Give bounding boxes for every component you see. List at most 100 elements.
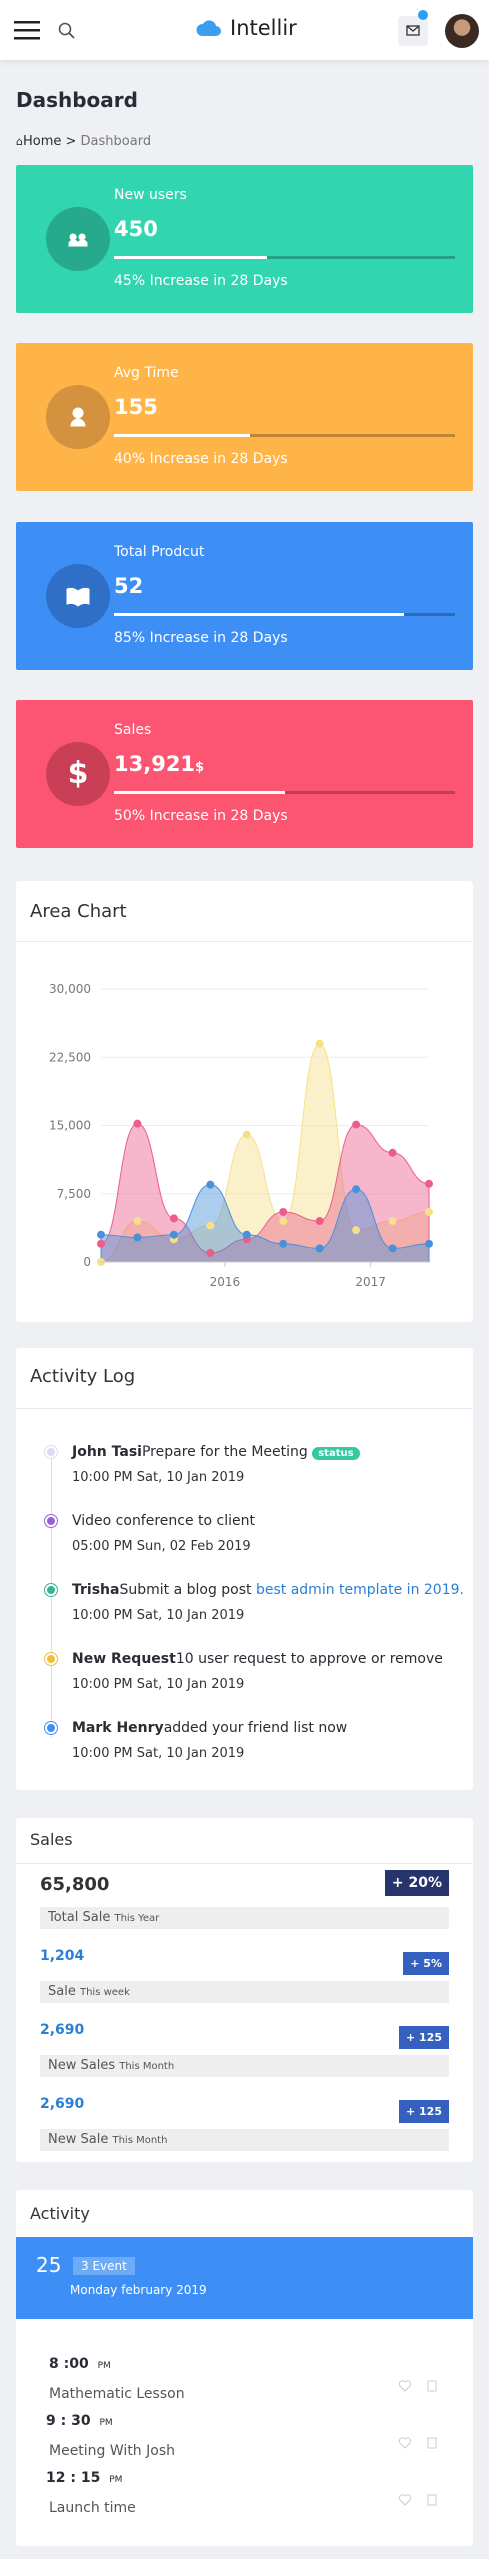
point xyxy=(315,1217,324,1226)
period: PM xyxy=(97,2361,111,2371)
point xyxy=(242,1130,251,1139)
value: 155 xyxy=(114,395,158,419)
logo: Intellir xyxy=(230,16,297,40)
time: 12 : 15 xyxy=(46,2470,101,2486)
progress-bar xyxy=(114,791,455,794)
timeline-dot xyxy=(45,1653,57,1665)
x-tick-label: 2017 xyxy=(355,1275,386,1289)
divider xyxy=(16,1863,473,1864)
point xyxy=(388,1148,397,1157)
log-link[interactable]: best admin template in 2019. xyxy=(255,1582,464,1598)
panel-title: Area Chart xyxy=(30,901,127,922)
period: PM xyxy=(99,2418,113,2428)
point xyxy=(388,1217,397,1226)
search-icon[interactable] xyxy=(58,22,76,40)
card-label: New users xyxy=(114,187,187,203)
y-tick-label: 7,500 xyxy=(57,1187,91,1201)
card-icon xyxy=(46,207,110,271)
label: New Sales xyxy=(48,2058,116,2073)
date: Monday february 2019 xyxy=(70,2283,207,2297)
log-name: New Request xyxy=(72,1651,176,1667)
progress-fill xyxy=(114,434,251,437)
y-tick-label: 22,500 xyxy=(49,1050,91,1064)
point xyxy=(315,1244,324,1253)
log-title: Mark Henryadded your friend list now xyxy=(72,1720,347,1736)
log-text: Submit a blog post xyxy=(119,1582,256,1598)
label: Sale xyxy=(48,1984,76,1999)
timeline-dot xyxy=(45,1515,57,1527)
event-title: Mathematic Lesson xyxy=(49,2386,185,2402)
event-actions[interactable] xyxy=(398,2435,442,2455)
log-title: TrishaSubmit a blog post best admin temp… xyxy=(72,1582,464,1598)
card-value: 52 xyxy=(114,574,143,598)
point xyxy=(279,1217,288,1226)
card-footer: 45% Increase in 28 Days xyxy=(114,273,288,289)
status-badge: status xyxy=(312,1447,360,1460)
sale-label: New Sale This Month xyxy=(40,2129,449,2151)
point xyxy=(97,1230,105,1239)
time: 9 : 30 xyxy=(46,2413,91,2429)
stat-card: Total Prodcut 52 85% Increase in 28 Days xyxy=(16,522,473,670)
log-time: 10:00 PM Sat, 10 Jan 2019 xyxy=(72,1470,245,1485)
divider xyxy=(16,941,473,942)
stat-card: $ Sales 13,921$ 50% Increase in 28 Days xyxy=(16,700,473,848)
stat-card: Avg Time 155 40% Increase in 28 Days xyxy=(16,343,473,491)
mail-button[interactable] xyxy=(398,10,428,46)
page-title: Dashboard xyxy=(16,88,138,112)
event-title: Launch time xyxy=(49,2500,136,2516)
breadcrumb-link[interactable]: Home xyxy=(22,134,62,149)
log-text: Prepare for the Meeting xyxy=(141,1444,308,1460)
period: This Month xyxy=(112,2135,168,2146)
point xyxy=(133,1217,142,1226)
point xyxy=(279,1239,288,1248)
unit: $ xyxy=(195,760,205,775)
y-tick-label: 30,000 xyxy=(49,982,91,996)
card-value: 155 xyxy=(114,395,158,419)
point xyxy=(206,1221,215,1230)
x-tick-label: 2016 xyxy=(210,1275,241,1289)
sale-value: 65,800 xyxy=(40,1874,110,1895)
y-tick-label: 0 xyxy=(83,1255,91,1269)
stat-card: New users 450 45% Increase in 28 Days xyxy=(16,165,473,313)
header: Intellir xyxy=(0,0,489,60)
point xyxy=(352,1120,361,1129)
point xyxy=(388,1244,397,1253)
point xyxy=(133,1233,142,1242)
progress-fill xyxy=(114,613,404,616)
breadcrumb-current: Dashboard xyxy=(80,134,152,149)
log-time: 05:00 PM Sun, 02 Feb 2019 xyxy=(72,1539,251,1554)
card-footer: 50% Increase in 28 Days xyxy=(114,808,288,824)
point xyxy=(315,1039,324,1048)
chart: 0 7,500 15,000 22,500 30,000 2016 2017 xyxy=(49,982,433,1289)
event-actions[interactable] xyxy=(398,2492,442,2512)
value: 13,921 xyxy=(114,752,196,776)
log-time: 10:00 PM Sat, 10 Jan 2019 xyxy=(72,1608,245,1623)
divider xyxy=(16,1408,473,1409)
point xyxy=(206,1180,215,1189)
sale-badge: + 5% xyxy=(403,1952,449,1975)
timeline-dot xyxy=(45,1446,57,1458)
log-name: Mark Henry xyxy=(72,1720,164,1736)
point xyxy=(206,1248,215,1257)
period: This Month xyxy=(119,2061,175,2072)
point xyxy=(97,1239,105,1248)
logo-icon xyxy=(196,20,221,36)
avatar[interactable] xyxy=(445,14,479,48)
notification-dot xyxy=(418,10,428,20)
timeline-dot xyxy=(45,1722,57,1734)
progress-bar xyxy=(114,434,455,437)
sale-badge: + 125 xyxy=(398,2100,449,2123)
event-count: 3 Event xyxy=(73,2257,135,2275)
sale-value: 1,204 xyxy=(40,1948,85,1964)
menu-icon[interactable] xyxy=(14,20,42,40)
value: 450 xyxy=(114,217,158,241)
sale-value: 2,690 xyxy=(40,2022,85,2038)
progress-fill xyxy=(114,256,268,259)
point xyxy=(425,1239,433,1248)
sale-label: Sale This week xyxy=(40,1981,449,2003)
value: 52 xyxy=(114,574,144,598)
period: This Year xyxy=(114,1913,160,1924)
event-actions[interactable] xyxy=(398,2378,442,2398)
card-value: 13,921$ xyxy=(114,752,204,776)
